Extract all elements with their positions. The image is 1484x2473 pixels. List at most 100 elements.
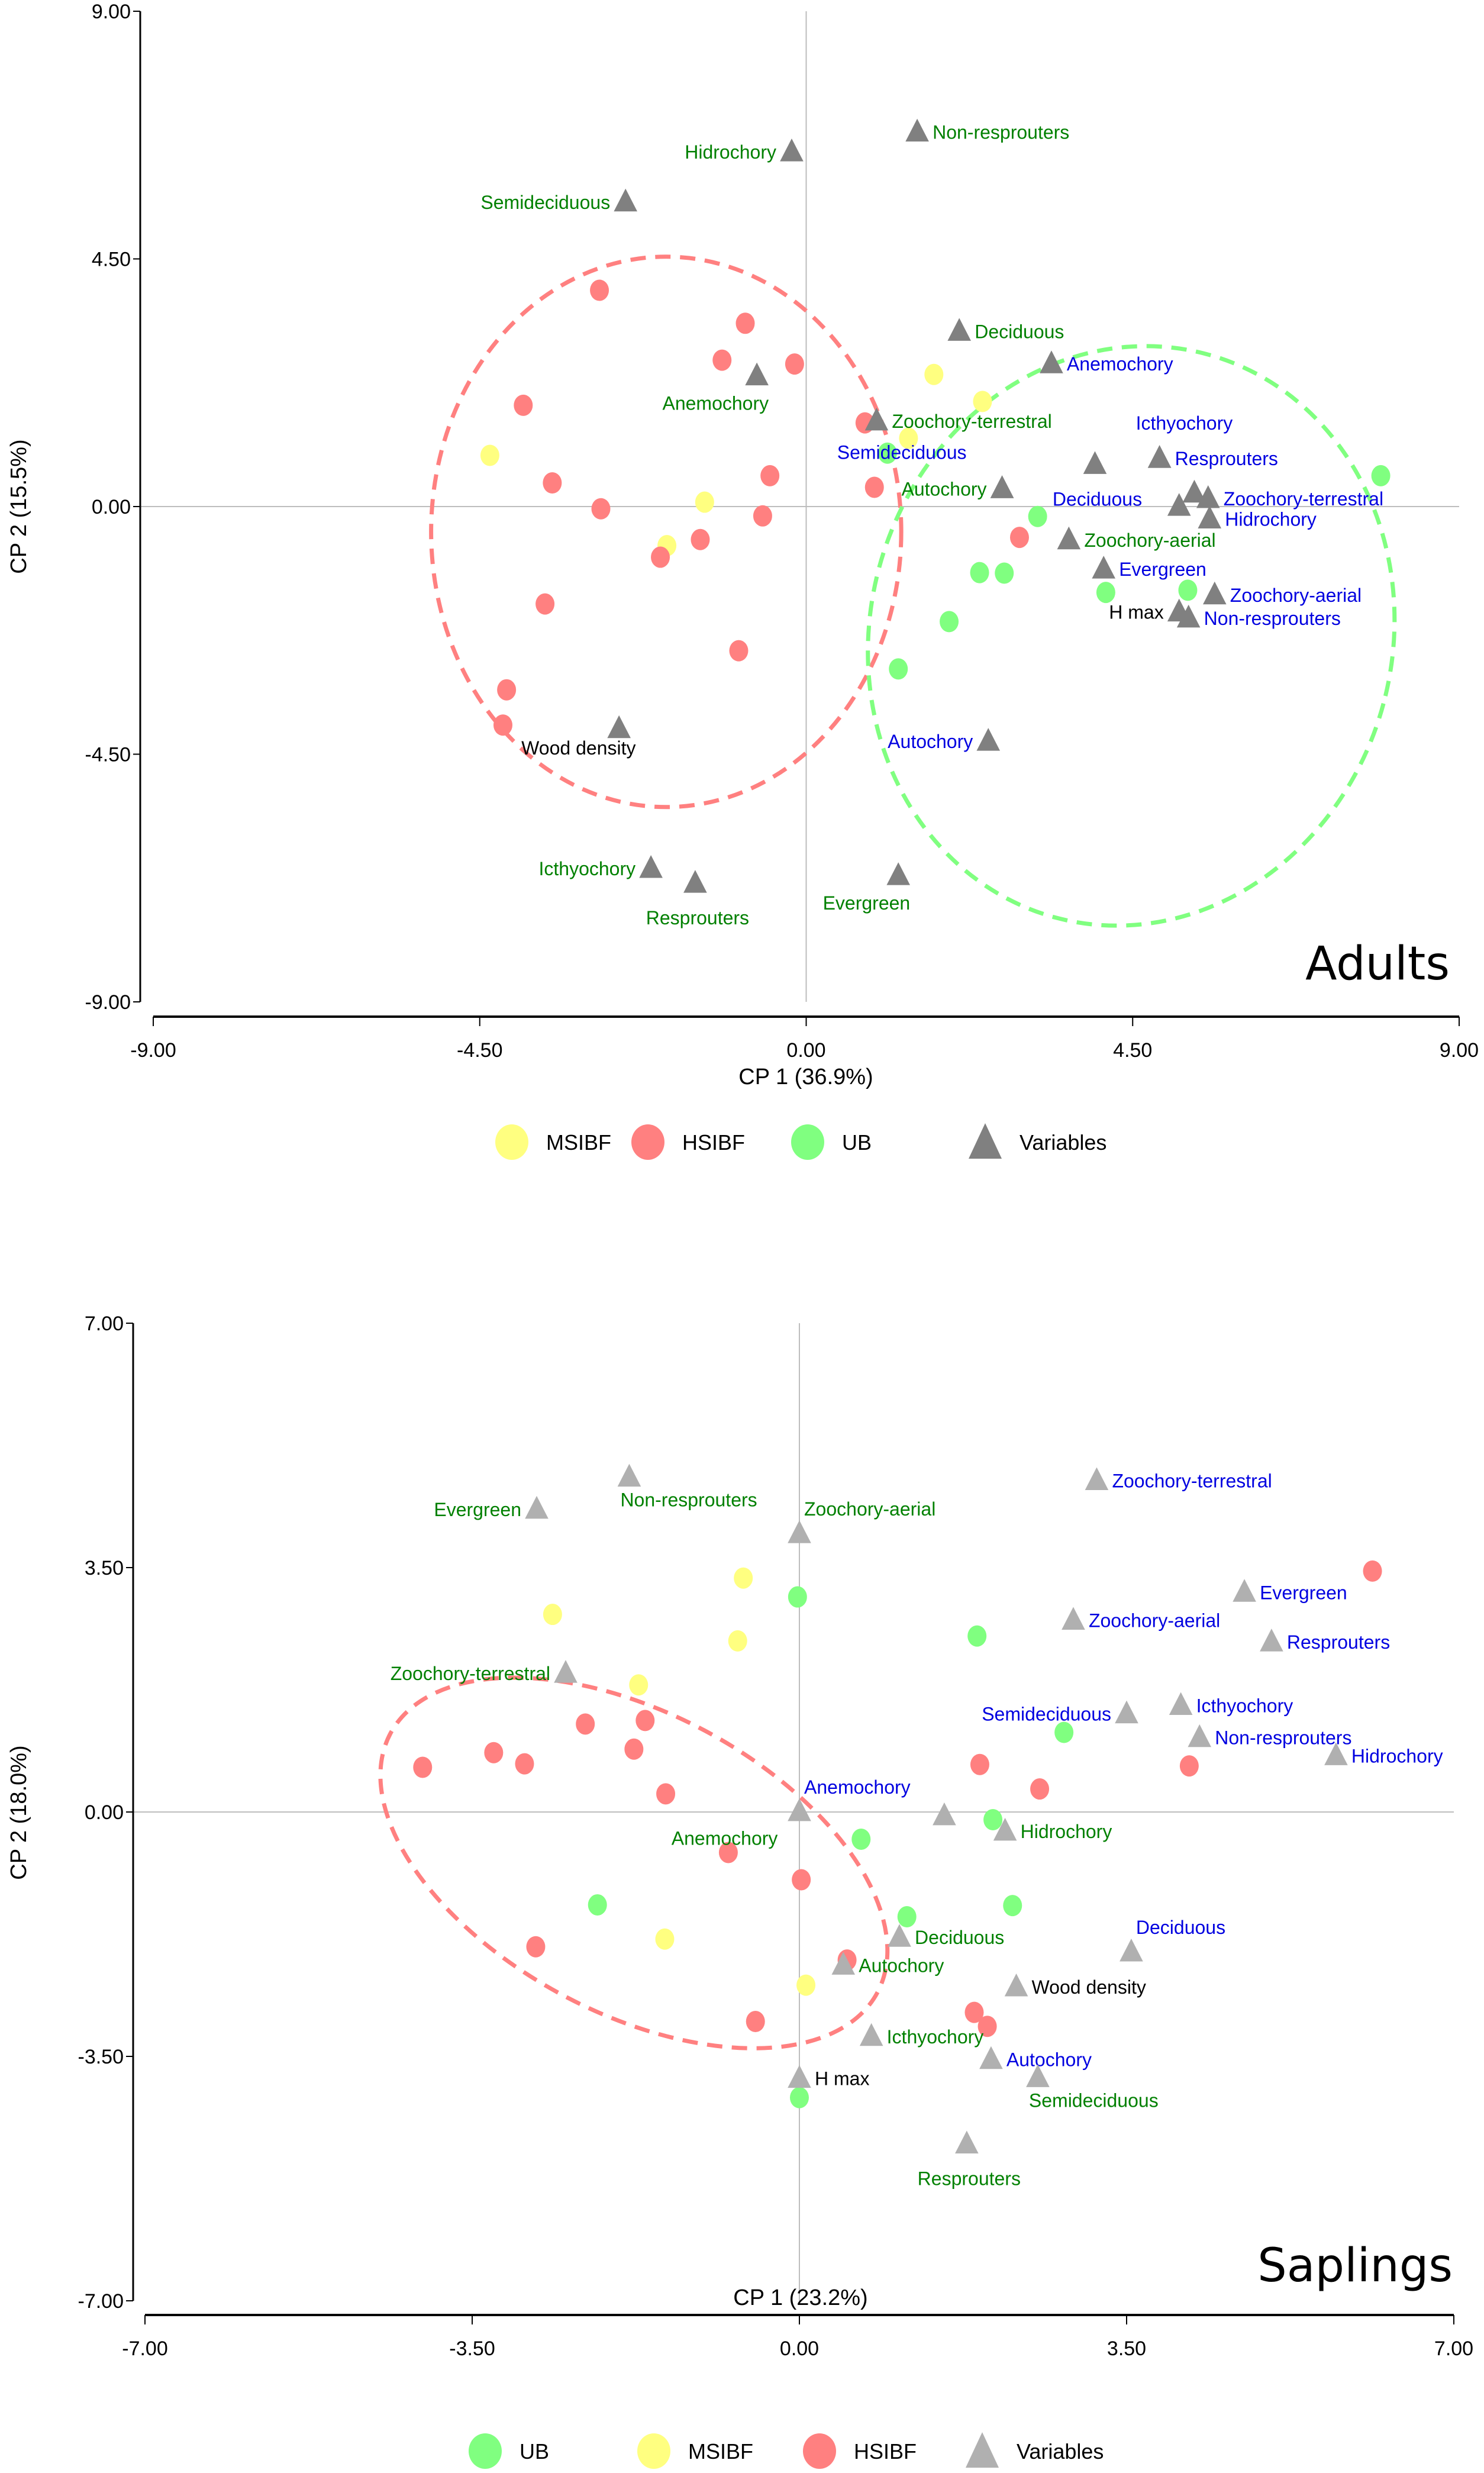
legend-label: UB bbox=[842, 1130, 872, 1155]
variable-label: Icthyochory bbox=[1136, 412, 1233, 434]
variable-triangle bbox=[955, 2130, 979, 2153]
site-point-hsibf bbox=[729, 640, 749, 662]
y-tick-label: -9.00 bbox=[85, 991, 131, 1014]
variable-triangle bbox=[859, 2023, 883, 2046]
y-tick-label: 4.50 bbox=[92, 249, 131, 271]
variable-label: Zoochory-aerial bbox=[1230, 585, 1362, 606]
confidence-ellipse-hsibf bbox=[429, 254, 904, 810]
variable-triangle bbox=[1040, 350, 1063, 373]
site-point-ub bbox=[1178, 579, 1198, 601]
y-tick-label: -7.00 bbox=[78, 2290, 124, 2313]
site-point-hsibf bbox=[590, 279, 609, 301]
variable-triangle bbox=[1233, 1579, 1256, 1602]
variable-label: Zoochory-terrestral bbox=[1224, 488, 1383, 510]
site-point-ub bbox=[1003, 1895, 1022, 1917]
site-point-hsibf bbox=[977, 2016, 997, 2037]
x-tick-label: -4.50 bbox=[457, 1039, 503, 1062]
variable-triangle bbox=[1092, 556, 1116, 579]
site-point-hsibf bbox=[635, 1710, 655, 1732]
x-tick-label: 7.00 bbox=[1434, 2337, 1473, 2360]
site-point-ub bbox=[790, 2087, 809, 2108]
variable-triangle bbox=[683, 870, 707, 893]
variable-label: Zoochory-terrestral bbox=[892, 411, 1051, 432]
site-point-hsibf bbox=[864, 476, 884, 498]
variable-label: H max bbox=[1109, 602, 1163, 623]
variable-label: Non-resprouters bbox=[620, 1489, 757, 1511]
panel-title: Adults bbox=[1305, 937, 1450, 991]
y-tick-label: 9.00 bbox=[92, 1, 131, 23]
variable-label: Autochory bbox=[1006, 2049, 1092, 2071]
site-point-hsibf bbox=[543, 472, 562, 494]
x-tick-label: -3.50 bbox=[449, 2337, 495, 2360]
variable-label: Zoochory-aerial bbox=[1089, 1610, 1220, 1632]
variable-label: Semideciduous bbox=[480, 192, 610, 213]
variable-label: H max bbox=[815, 2068, 869, 2090]
variable-triangle bbox=[788, 1520, 811, 1543]
variable-triangle bbox=[976, 728, 1001, 751]
site-point-ub bbox=[995, 562, 1014, 584]
legend-label: MSIBF bbox=[688, 2439, 753, 2464]
legend-marker-variables bbox=[969, 1123, 1002, 1159]
site-point-hsibf bbox=[970, 1753, 989, 1775]
variable-label: Non-resprouters bbox=[1215, 1727, 1351, 1749]
variable-triangle bbox=[639, 855, 663, 878]
legend-label: UB bbox=[520, 2439, 549, 2464]
variable-label: Semideciduous bbox=[1029, 2090, 1159, 2111]
variable-label: Icthyochory bbox=[1196, 1695, 1293, 1716]
variable-triangle bbox=[864, 407, 889, 431]
variable-label: Wood density bbox=[1032, 1977, 1146, 1998]
variable-triangle bbox=[1203, 581, 1227, 605]
x-tick-label: 0.00 bbox=[786, 1039, 825, 1062]
variable-label: Evergreen bbox=[434, 1499, 521, 1520]
variable-label: Resprouters bbox=[1175, 448, 1278, 469]
site-point-hsibf bbox=[576, 1713, 595, 1735]
variable-triangle bbox=[1147, 445, 1172, 468]
site-point-msibf bbox=[480, 444, 499, 466]
variable-triangle bbox=[905, 118, 929, 142]
site-point-ub bbox=[940, 611, 959, 633]
variable-triangle bbox=[888, 1924, 911, 1947]
variable-triangle bbox=[831, 1952, 856, 1975]
site-point-hsibf bbox=[484, 1742, 504, 1763]
x-axis-title: CP 1 (23.2%) bbox=[733, 2285, 867, 2310]
variable-triangle bbox=[886, 862, 911, 885]
site-point-ub bbox=[983, 1808, 1003, 1830]
legend-marker-ub bbox=[469, 2433, 502, 2469]
legend: UB MSIBF HSIBF Variables bbox=[469, 2432, 1104, 2469]
variable-label: Non-resprouters bbox=[1204, 608, 1341, 629]
site-point-hsibf bbox=[718, 1842, 738, 1863]
variable-triangle bbox=[554, 1660, 578, 1683]
variable-triangle bbox=[607, 715, 631, 739]
variable-label: Non-resprouters bbox=[933, 122, 1069, 143]
variable-label: Icthyochory bbox=[887, 2026, 984, 2048]
site-point-hsibf bbox=[753, 505, 772, 527]
variable-label: Anemochory bbox=[804, 1776, 911, 1798]
site-point-hsibf bbox=[526, 1936, 546, 1958]
variable-triangle bbox=[1004, 1974, 1028, 1997]
variable-label: Hidrochory bbox=[685, 141, 776, 163]
variable-triangle bbox=[1167, 493, 1191, 516]
site-point-ub bbox=[1028, 505, 1047, 527]
variable-label: Autochory bbox=[888, 731, 973, 752]
site-point-hsibf bbox=[1009, 527, 1029, 549]
site-point-hsibf bbox=[1179, 1755, 1199, 1777]
variable-label: Semideciduous bbox=[982, 1704, 1111, 1725]
legend-marker-hsibf bbox=[803, 2433, 836, 2469]
variable-label: Resprouters bbox=[918, 2168, 1021, 2190]
variable-triangle bbox=[1062, 1607, 1085, 1630]
variable-triangle bbox=[1120, 1939, 1143, 1962]
variable-triangle bbox=[1083, 451, 1107, 474]
site-point-hsibf bbox=[1363, 1560, 1382, 1582]
site-point-msibf bbox=[924, 363, 944, 385]
variable-label: Evergreen bbox=[823, 892, 911, 914]
plot-area: 7.00 3.50 0.00 -3.50 -7.00 -7.00 -3.50 0.00 3.50… bbox=[78, 1313, 1474, 2360]
variable-label: Deciduous bbox=[915, 1927, 1004, 1948]
site-point-ub bbox=[970, 562, 989, 583]
site-point-hsibf bbox=[413, 1756, 433, 1778]
variable-label: Evergreen bbox=[1260, 1582, 1347, 1603]
variable-label: Semideciduous bbox=[837, 441, 967, 463]
variable-label: Zoochory-terrestral bbox=[1112, 1471, 1272, 1492]
site-point-ub bbox=[897, 1906, 917, 1927]
site-point-hsibf bbox=[493, 714, 512, 736]
site-point-msibf bbox=[796, 1974, 816, 1996]
